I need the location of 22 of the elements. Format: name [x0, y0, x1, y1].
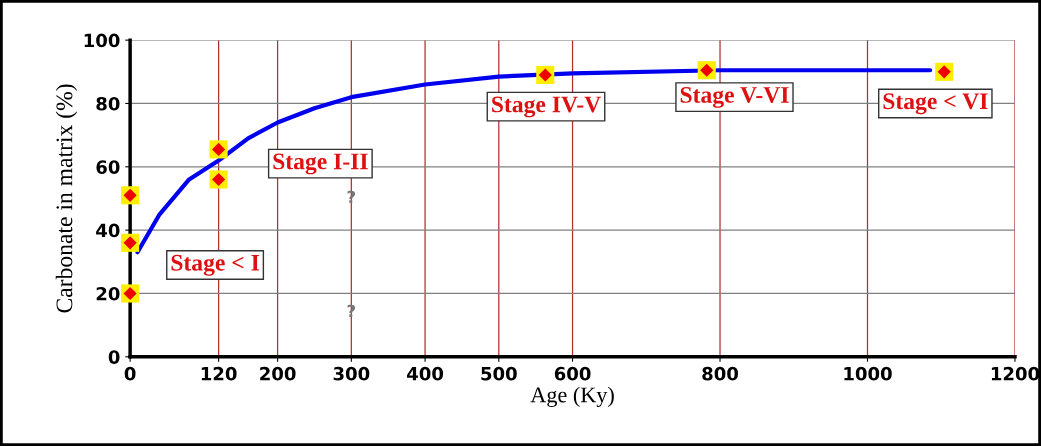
y-tick-label: 100 [84, 33, 120, 48]
annotation: Stage < VI [883, 93, 988, 115]
y-tick-label: 20 [96, 286, 120, 301]
x-tick-label: 300 [333, 366, 370, 381]
x-tick-label: 400 [407, 366, 444, 381]
x-tick-label: 500 [481, 366, 517, 381]
annotation: Stage < I [171, 254, 260, 276]
y-tick-label: 40 [96, 223, 120, 238]
annotation: Stage IV-V [492, 96, 601, 118]
x-axis-title: Age (Ky) [530, 386, 614, 407]
y-axis-title: Carbonate in matrix (%) [55, 84, 78, 313]
annotation: Stage V-VI [680, 87, 789, 108]
x-tick-label: 200 [260, 366, 296, 381]
y-tick-label: 60 [96, 160, 120, 174]
y-tick-label: 0 [108, 350, 120, 364]
x-tick-label: 800 [702, 366, 739, 381]
y-tick-label: 80 [96, 96, 120, 111]
x-tick-label: 600 [554, 366, 591, 381]
x-tick-label: 1000 [844, 366, 892, 381]
annotation: Stage I-II [273, 153, 368, 175]
x-tick-label: 0 [124, 366, 136, 381]
x-tick-label: 120 [201, 366, 237, 381]
